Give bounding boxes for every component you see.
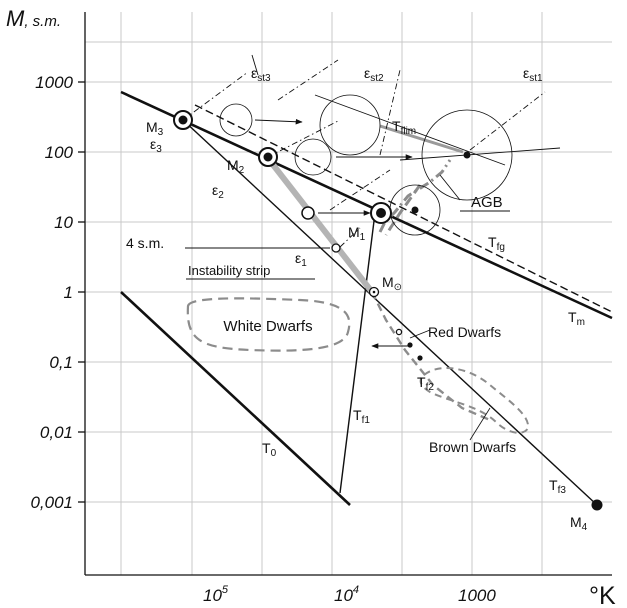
t0-label: T0 [262,440,277,459]
instability-point [301,206,315,220]
agb-star-marker [411,206,419,214]
four-sm-label: 4 s.m. [126,235,164,251]
x-tick-label: 105 [203,584,229,605]
red-dwarf-point [417,355,423,361]
y-tick-label: 0,1 [49,353,73,372]
tfg-label: Tfg [488,234,505,253]
y-axis-title: M, s.m. [6,6,61,31]
est1-label: εst1 [523,65,543,84]
msun-label: M⊙ [382,274,402,293]
y-tick-label: 100 [45,143,74,162]
brown-dwarfs-pointer [469,407,491,441]
m1-label: M1 [348,224,366,243]
red-dwarf-point [407,342,413,348]
e1-label: ε1 [295,250,307,269]
y-tick-label: 0,001 [30,493,73,512]
m3-marker [173,110,193,130]
main-lines [120,90,613,506]
star-markers [173,110,603,511]
m1-marker [370,202,392,224]
agb-track-lower [384,184,422,236]
y-tick-label: 1 [64,283,73,302]
gray-lines [264,124,491,422]
tf2-label: Tf2 [417,374,434,393]
agb-track [378,159,452,233]
tfg-line [194,104,613,313]
m2-marker [258,147,278,167]
white-dwarfs-region [186,297,351,352]
msun-marker [368,286,380,298]
x-tick-label: 104 [334,584,359,605]
tm-line [120,90,613,320]
y-tick-label: 0,01 [40,423,73,442]
tf3-line [182,119,598,506]
m4-marker [591,499,603,511]
m2-label: M2 [227,157,245,176]
y-tick-label: 10 [54,213,73,232]
y-tick-label: 1000 [35,73,73,92]
m4-label: M4 [570,514,588,533]
est2-label: εst2 [364,65,384,84]
tflim-line [379,124,464,154]
x-axis-unit: °K [589,582,616,608]
tflim-end-marker [463,151,471,159]
t0-line [120,291,351,506]
red-dwarfs-pointer [409,329,431,339]
main-sequence-dash [370,291,491,422]
red-dwarfs-label: Red Dwarfs [428,324,501,340]
brown-dwarfs-region [419,367,530,434]
grid [85,12,612,575]
epsilon-lines [182,59,546,248]
guide-lines [185,54,561,249]
tf1-label: Tf1 [353,407,370,426]
tflim-label: Tflim [392,118,416,137]
e2-label: ε2 [212,182,224,201]
axes [78,12,612,576]
agb-label: AGB [471,194,503,211]
red-dwarf-point [395,328,403,336]
arrows [254,118,413,349]
m3-label: M3 [146,119,164,138]
instability-strip-band [264,155,375,294]
tm-label: Tm [568,309,585,328]
est3-label: εst3 [251,65,271,84]
e3-label: ε3 [150,136,162,155]
brown-dwarfs-label: Brown Dwarfs [429,439,516,455]
tf3-label: Tf3 [549,477,566,496]
white-dwarfs-label: White Dwarfs [223,318,312,335]
tf1-line [339,212,376,494]
four-sm-point [331,243,341,253]
x-tick-label: 1000 [458,586,496,605]
instability-strip-label: Instability strip [188,263,270,278]
